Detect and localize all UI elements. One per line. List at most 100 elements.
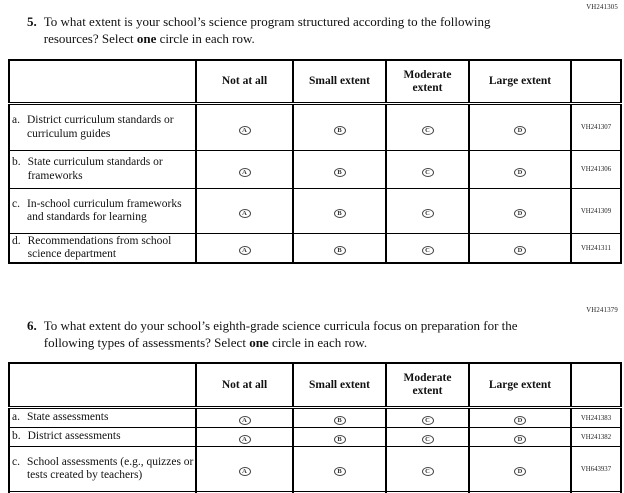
row-letter: b. bbox=[12, 430, 21, 443]
answer-cell-large-extent: D bbox=[468, 103, 572, 151]
question-6-number: 6. bbox=[27, 318, 37, 333]
row-label-text: Recommendations from school science depa… bbox=[27, 234, 172, 260]
question-6: 6. To what extent do your school’s eight… bbox=[27, 317, 536, 351]
table-row: a. State assessments A B C D VH241383 bbox=[8, 407, 622, 428]
answer-circle-b[interactable]: B bbox=[333, 435, 346, 444]
answer-circle-c[interactable]: C bbox=[421, 467, 434, 476]
answer-circle-d[interactable]: D bbox=[514, 209, 526, 218]
answer-cell-not-at-all: A bbox=[195, 150, 294, 189]
answer-cell-small-extent: B bbox=[292, 103, 387, 151]
answer-circle-c[interactable]: C bbox=[421, 209, 434, 218]
column-header-not-at-all: Not at all bbox=[195, 59, 294, 105]
answer-cell-moderate-extent: C bbox=[385, 103, 470, 151]
row-letter: b. bbox=[12, 156, 21, 169]
question-5-header-row: Not at all Small extent Moderate extent … bbox=[8, 59, 622, 105]
question-5-text: To what extent is your school’s science … bbox=[44, 13, 491, 47]
row-label-text: State assessments bbox=[26, 411, 109, 424]
answer-circle-d[interactable]: D bbox=[514, 416, 526, 425]
table-row: d. Recommendations from school science de… bbox=[8, 233, 622, 264]
answer-circle-c[interactable]: C bbox=[421, 435, 434, 444]
row-letter: a. bbox=[12, 114, 20, 127]
answer-cell-large-extent: D bbox=[468, 427, 572, 447]
header-empty-cell bbox=[8, 362, 197, 409]
header-code-cell bbox=[570, 362, 622, 409]
row-label: c. School assessments (e.g., quizzes or t… bbox=[8, 446, 197, 492]
answer-cell-moderate-extent: C bbox=[385, 407, 470, 428]
answer-circle-d[interactable]: D bbox=[514, 467, 526, 476]
row-letter: d. bbox=[12, 234, 21, 247]
answer-cell-not-at-all: A bbox=[195, 407, 294, 428]
answer-circle-b[interactable]: B bbox=[333, 125, 346, 135]
answer-cell-not-at-all: A bbox=[195, 233, 294, 264]
column-header-small-extent: Small extent bbox=[292, 59, 387, 105]
row-code: VH241311 bbox=[570, 233, 622, 264]
answer-cell-not-at-all: A bbox=[195, 427, 294, 447]
answer-cell-moderate-extent: C bbox=[385, 446, 470, 492]
question-5-table: Not at all Small extent Moderate extent … bbox=[8, 59, 622, 264]
answer-circle-c[interactable]: C bbox=[421, 167, 434, 177]
row-letter: c. bbox=[12, 197, 20, 210]
question-5-text-bold: one bbox=[136, 31, 157, 47]
answer-circle-a[interactable]: A bbox=[238, 246, 251, 255]
answer-circle-c[interactable]: C bbox=[421, 125, 434, 135]
answer-circle-a[interactable]: A bbox=[238, 209, 251, 218]
row-label: a. State assessments bbox=[8, 407, 197, 428]
answer-circle-b[interactable]: B bbox=[333, 209, 346, 218]
row-code: VH241382 bbox=[570, 427, 622, 447]
answer-cell-large-extent: D bbox=[468, 233, 572, 264]
question-6-text-bold: one bbox=[249, 335, 269, 351]
answer-cell-moderate-extent: C bbox=[385, 233, 470, 264]
row-code bbox=[570, 491, 622, 493]
answer-circle-d[interactable]: D bbox=[514, 246, 526, 255]
question-5-code: VH241305 bbox=[586, 4, 618, 11]
column-header-large-extent: Large extent bbox=[468, 59, 572, 105]
table-row-partial bbox=[8, 491, 622, 493]
row-label-text: District assessments bbox=[27, 430, 121, 443]
answer-circle-d[interactable]: D bbox=[514, 167, 526, 177]
answer-circle-d[interactable]: D bbox=[514, 435, 526, 444]
header-code-cell bbox=[570, 59, 622, 105]
answer-circle-b[interactable]: B bbox=[333, 167, 346, 177]
answer-cell-small-extent: B bbox=[292, 407, 387, 428]
answer-cell-moderate-extent: C bbox=[385, 427, 470, 447]
answer-circle-d[interactable]: D bbox=[514, 125, 526, 135]
answer-circle-a[interactable]: A bbox=[238, 467, 251, 476]
row-label-text: State curriculum standards or frameworks bbox=[27, 156, 163, 182]
answer-circle-b[interactable]: B bbox=[333, 416, 346, 425]
answer-cell-small-extent: B bbox=[292, 446, 387, 492]
answer-cell bbox=[195, 491, 294, 493]
row-label: d. Recommendations from school science de… bbox=[8, 233, 197, 264]
answer-cell-moderate-extent: C bbox=[385, 150, 470, 189]
answer-cell bbox=[292, 491, 387, 493]
row-label: c. In-school curriculum frameworks and st… bbox=[8, 188, 197, 234]
answer-circle-a[interactable]: A bbox=[238, 167, 251, 177]
question-5-text-post: circle in each row. bbox=[159, 31, 255, 47]
answer-cell-small-extent: B bbox=[292, 188, 387, 234]
question-6-code: VH241379 bbox=[586, 307, 618, 314]
answer-circle-c[interactable]: C bbox=[421, 246, 434, 255]
row-label: b. District assessments bbox=[8, 427, 197, 447]
answer-circle-a[interactable]: A bbox=[238, 125, 251, 135]
row-code: VH241307 bbox=[570, 103, 622, 151]
answer-circle-a[interactable]: A bbox=[238, 416, 251, 425]
answer-cell-not-at-all: A bbox=[195, 103, 294, 151]
answer-cell-not-at-all: A bbox=[195, 446, 294, 492]
table-row: c. In-school curriculum frameworks and st… bbox=[8, 188, 622, 234]
table-row: b. State curriculum standards or framewor… bbox=[8, 150, 622, 189]
answer-circle-b[interactable]: B bbox=[333, 467, 346, 476]
row-letter: c. bbox=[12, 455, 20, 468]
question-5-text-pre: To what extent is your school’s science … bbox=[43, 14, 491, 47]
row-label-text: School assessments (e.g., quizzes or tes… bbox=[26, 455, 194, 481]
answer-cell-not-at-all: A bbox=[195, 188, 294, 234]
question-5: 5. To what extent is your school’s scien… bbox=[27, 13, 491, 47]
answer-circle-b[interactable]: B bbox=[333, 246, 346, 255]
row-code: VH241306 bbox=[570, 150, 622, 189]
row-label: a. District curriculum standards or curri… bbox=[8, 103, 197, 151]
table-row: a. District curriculum standards or curri… bbox=[8, 103, 622, 151]
header-empty-cell bbox=[8, 59, 197, 105]
row-letter: a. bbox=[12, 411, 20, 424]
answer-circle-c[interactable]: C bbox=[421, 416, 434, 425]
column-header-not-at-all: Not at all bbox=[195, 362, 294, 409]
answer-circle-a[interactable]: A bbox=[238, 435, 251, 444]
